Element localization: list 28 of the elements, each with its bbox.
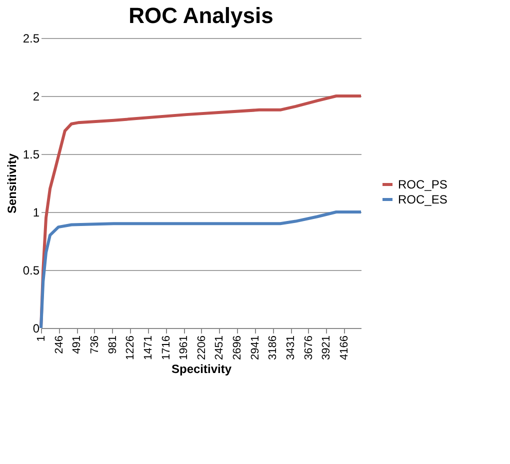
x-tick-label: 2451: [214, 336, 226, 360]
x-tick-label: 491: [71, 336, 84, 354]
x-axis-title: Specitivity: [171, 362, 232, 376]
legend-label: ROC_ES: [398, 192, 448, 206]
y-axis-title: Sensitivity: [4, 153, 19, 214]
x-tick-label: 736: [88, 336, 101, 354]
x-tick-label: 246: [53, 336, 66, 354]
y-tick-label: 0.5: [22, 264, 40, 278]
x-tick-label: 1961: [178, 336, 190, 360]
x-tick-label: 1716: [160, 336, 172, 360]
x-tick-label: 1226: [124, 336, 137, 360]
x-tick-label: 3431: [285, 336, 298, 360]
x-tick-label: 2206: [196, 336, 208, 360]
y-tick-label: 2: [32, 90, 40, 104]
x-tick-label: 4166: [338, 336, 350, 360]
y-tick-label: 1: [32, 206, 40, 220]
y-tick-label: 0: [32, 322, 40, 336]
x-tick-label: 981: [106, 336, 119, 354]
legend-label: ROC_PS: [398, 178, 448, 192]
chart-title: ROC Analysis: [128, 3, 274, 28]
x-tick-label: 3186: [267, 336, 280, 360]
x-tick-label: 3676: [302, 336, 315, 360]
x-tick-label: 3921: [320, 336, 333, 360]
x-tick-label: 1471: [142, 336, 154, 360]
x-tick-label: 2696: [232, 336, 244, 360]
x-tick-label: 2941: [249, 336, 262, 360]
y-tick-label: 1.5: [22, 148, 40, 162]
y-tick-label: 2.5: [22, 32, 40, 46]
